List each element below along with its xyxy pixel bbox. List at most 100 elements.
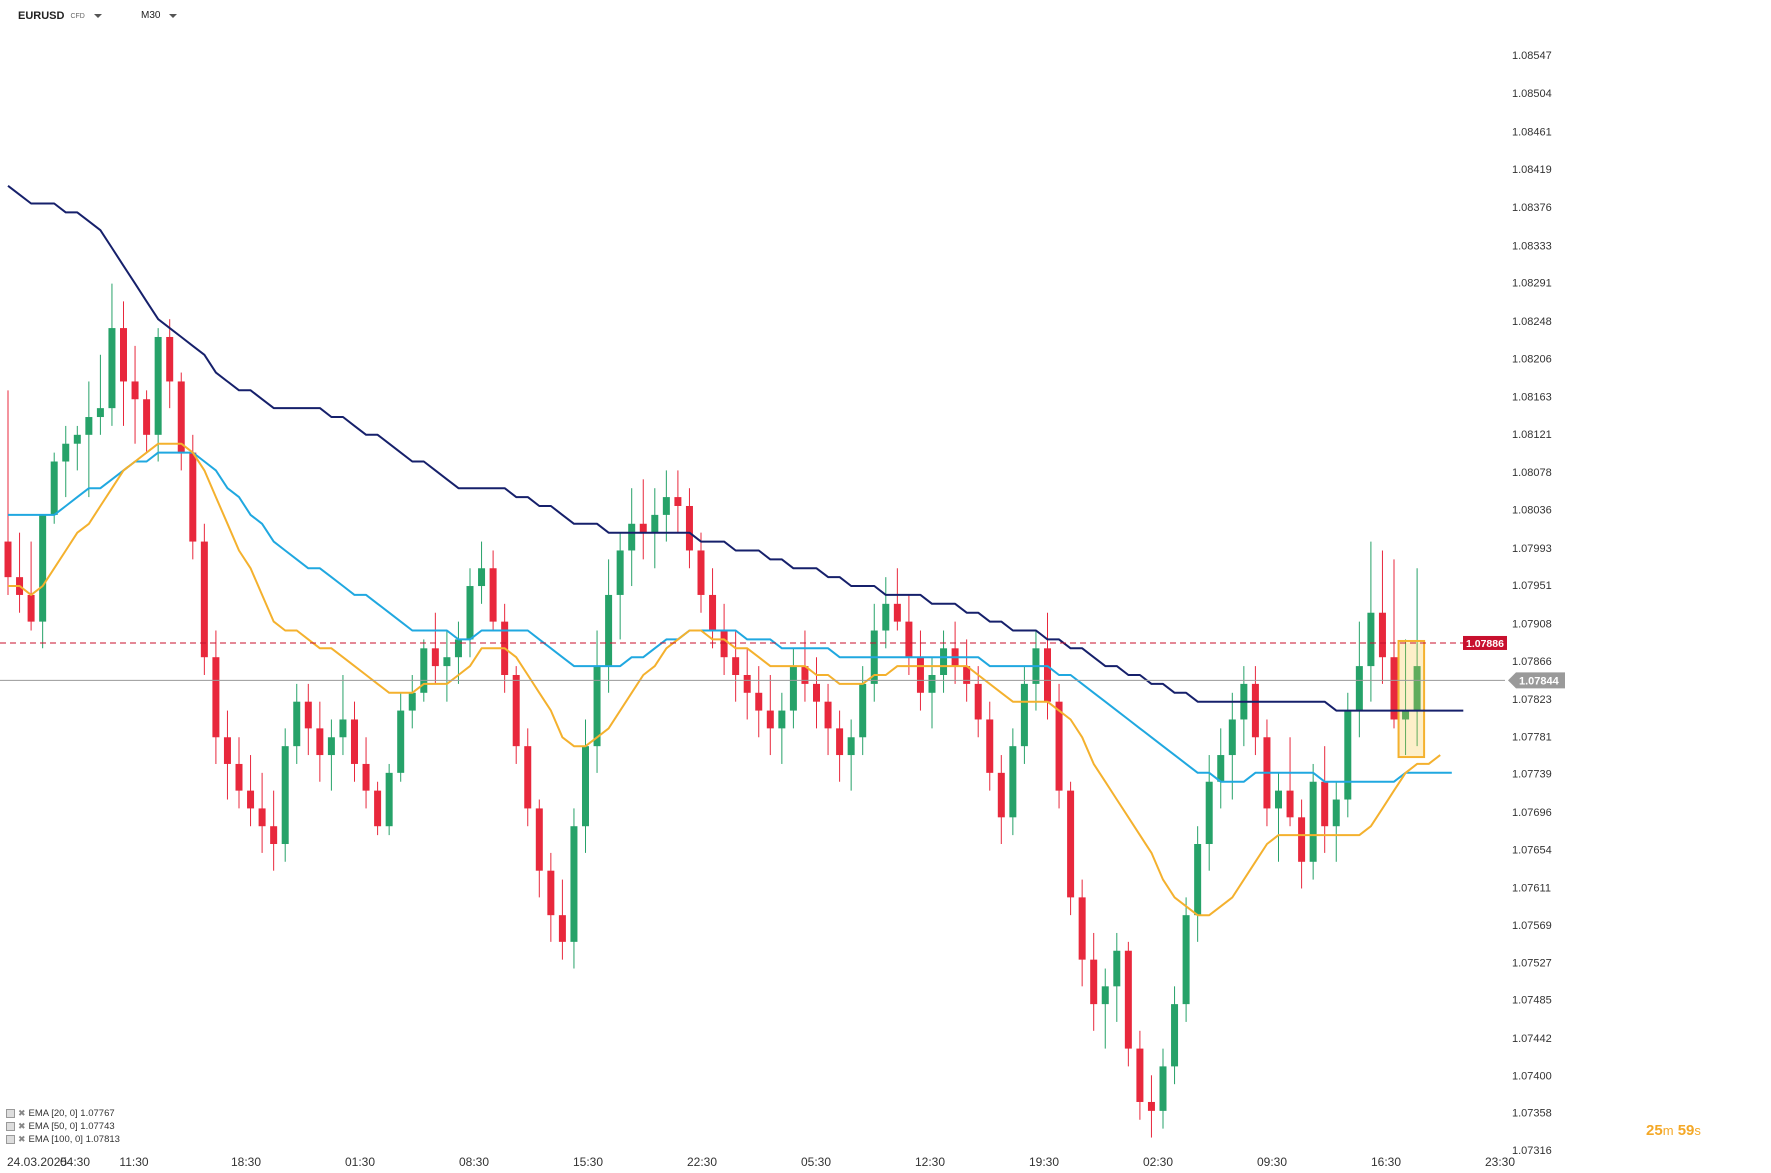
chevron-down-icon: [93, 14, 102, 18]
price-tick-label: 1.08078: [1512, 467, 1552, 479]
candle-body: [50, 461, 58, 515]
candle-body: [893, 603, 901, 622]
level-price-tag: 1.07886: [1463, 635, 1507, 650]
price-tick-label: 1.07908: [1512, 618, 1552, 630]
candle-body: [1275, 790, 1282, 809]
candle-body: [778, 710, 786, 729]
candle-body: [836, 728, 844, 756]
candle: [1402, 639, 1410, 756]
candle: [1124, 941, 1132, 1067]
candle-body: [512, 674, 520, 747]
indicator-label: EMA [100, 0] 1.07813: [28, 1134, 120, 1145]
candle: [1355, 621, 1363, 738]
candle: [928, 657, 936, 729]
symbol-selector[interactable]: EURUSD CFD: [18, 10, 102, 22]
indicator-ema20[interactable]: ✖ EMA [20, 0] 1.07767: [6, 1107, 120, 1120]
candle: [778, 692, 786, 764]
price-tick-label: 1.08504: [1512, 88, 1552, 100]
candle-body: [986, 719, 994, 773]
candle-body: [1402, 710, 1410, 720]
time-tick-label: 24.03.2025: [7, 1155, 67, 1169]
candle: [847, 719, 855, 791]
candle-body: [1044, 648, 1051, 702]
close-icon[interactable]: ✖: [18, 1108, 26, 1118]
close-icon[interactable]: ✖: [18, 1134, 26, 1144]
candle: [836, 710, 844, 782]
candle-body: [605, 594, 613, 667]
candle-body: [1020, 683, 1028, 747]
candle-body: [789, 666, 797, 711]
candle: [570, 808, 578, 969]
candle: [420, 639, 428, 702]
candle-body: [997, 772, 1005, 818]
candle: [813, 657, 820, 729]
candle-body: [39, 514, 47, 622]
candle: [963, 639, 971, 702]
candle-body: [1390, 657, 1398, 720]
time-tick-label: 22:30: [687, 1155, 717, 1169]
candle: [535, 799, 543, 898]
candle-body: [1205, 781, 1213, 845]
candle: [986, 701, 994, 791]
candle-body: [859, 683, 867, 738]
candle-body: [813, 683, 820, 702]
candle-body: [177, 381, 185, 453]
candle: [73, 425, 81, 471]
price-tick-label: 1.08376: [1512, 202, 1552, 214]
candle: [327, 719, 335, 791]
candle: [1009, 728, 1017, 836]
candle: [709, 568, 717, 649]
candle: [200, 523, 208, 675]
level-price-tag-bg: [1463, 635, 1507, 650]
price-tick-label: 1.08248: [1512, 316, 1552, 328]
indicator-label: EMA [50, 0] 1.07743: [28, 1121, 115, 1132]
candle: [755, 666, 763, 738]
current-price-tag: 1.07844: [1508, 672, 1565, 689]
timeframe-selector[interactable]: M30: [141, 10, 178, 21]
candle-body: [385, 772, 393, 827]
close-icon[interactable]: ✖: [18, 1121, 26, 1131]
candle-body: [1321, 781, 1329, 827]
candle: [639, 479, 647, 560]
candle-body: [154, 336, 162, 435]
timeframe-label: M30: [141, 10, 161, 21]
candle-body: [1413, 666, 1421, 711]
candle-body: [582, 746, 589, 827]
candle-body: [1298, 817, 1306, 862]
indicator-ema50[interactable]: ✖ EMA [50, 0] 1.07743: [6, 1120, 120, 1133]
candle-body: [916, 657, 924, 693]
candle: [4, 390, 12, 595]
candle-body: [258, 808, 266, 827]
time-tick-label: 09:30: [1257, 1155, 1287, 1169]
candle: [593, 630, 601, 773]
price-tick-label: 1.07654: [1512, 844, 1552, 856]
indicator-settings-icon[interactable]: [6, 1122, 15, 1131]
candle: [50, 452, 58, 524]
candle-body: [1217, 755, 1225, 782]
candle-body: [709, 594, 717, 631]
candle-body: [628, 523, 636, 551]
candle-body: [847, 737, 855, 756]
price-tick-label: 1.07527: [1512, 957, 1552, 969]
price-tick-label: 1.08333: [1512, 240, 1552, 252]
candle-body: [1251, 683, 1259, 738]
candle-body: [1355, 666, 1363, 711]
candle-body: [339, 719, 347, 738]
indicator-settings-icon[interactable]: [6, 1135, 15, 1144]
candle: [1020, 666, 1028, 764]
time-tick-label: 01:30: [345, 1155, 375, 1169]
candle: [1113, 932, 1121, 1022]
candle: [62, 425, 70, 498]
countdown-minutes-unit: m: [1662, 1123, 1674, 1138]
price-tick-label: 1.08419: [1512, 164, 1552, 176]
indicator-settings-icon[interactable]: [6, 1109, 15, 1118]
candle: [1101, 968, 1109, 1049]
indicator-ema100[interactable]: ✖ EMA [100, 0] 1.07813: [6, 1133, 120, 1146]
price-tick-label: 1.07358: [1512, 1108, 1552, 1120]
candle-body: [755, 692, 763, 711]
candle-body: [212, 657, 220, 738]
candle-body: [1286, 790, 1294, 818]
time-tick-label: 08:30: [459, 1155, 489, 1169]
price-tick-label: 1.07696: [1512, 807, 1552, 819]
